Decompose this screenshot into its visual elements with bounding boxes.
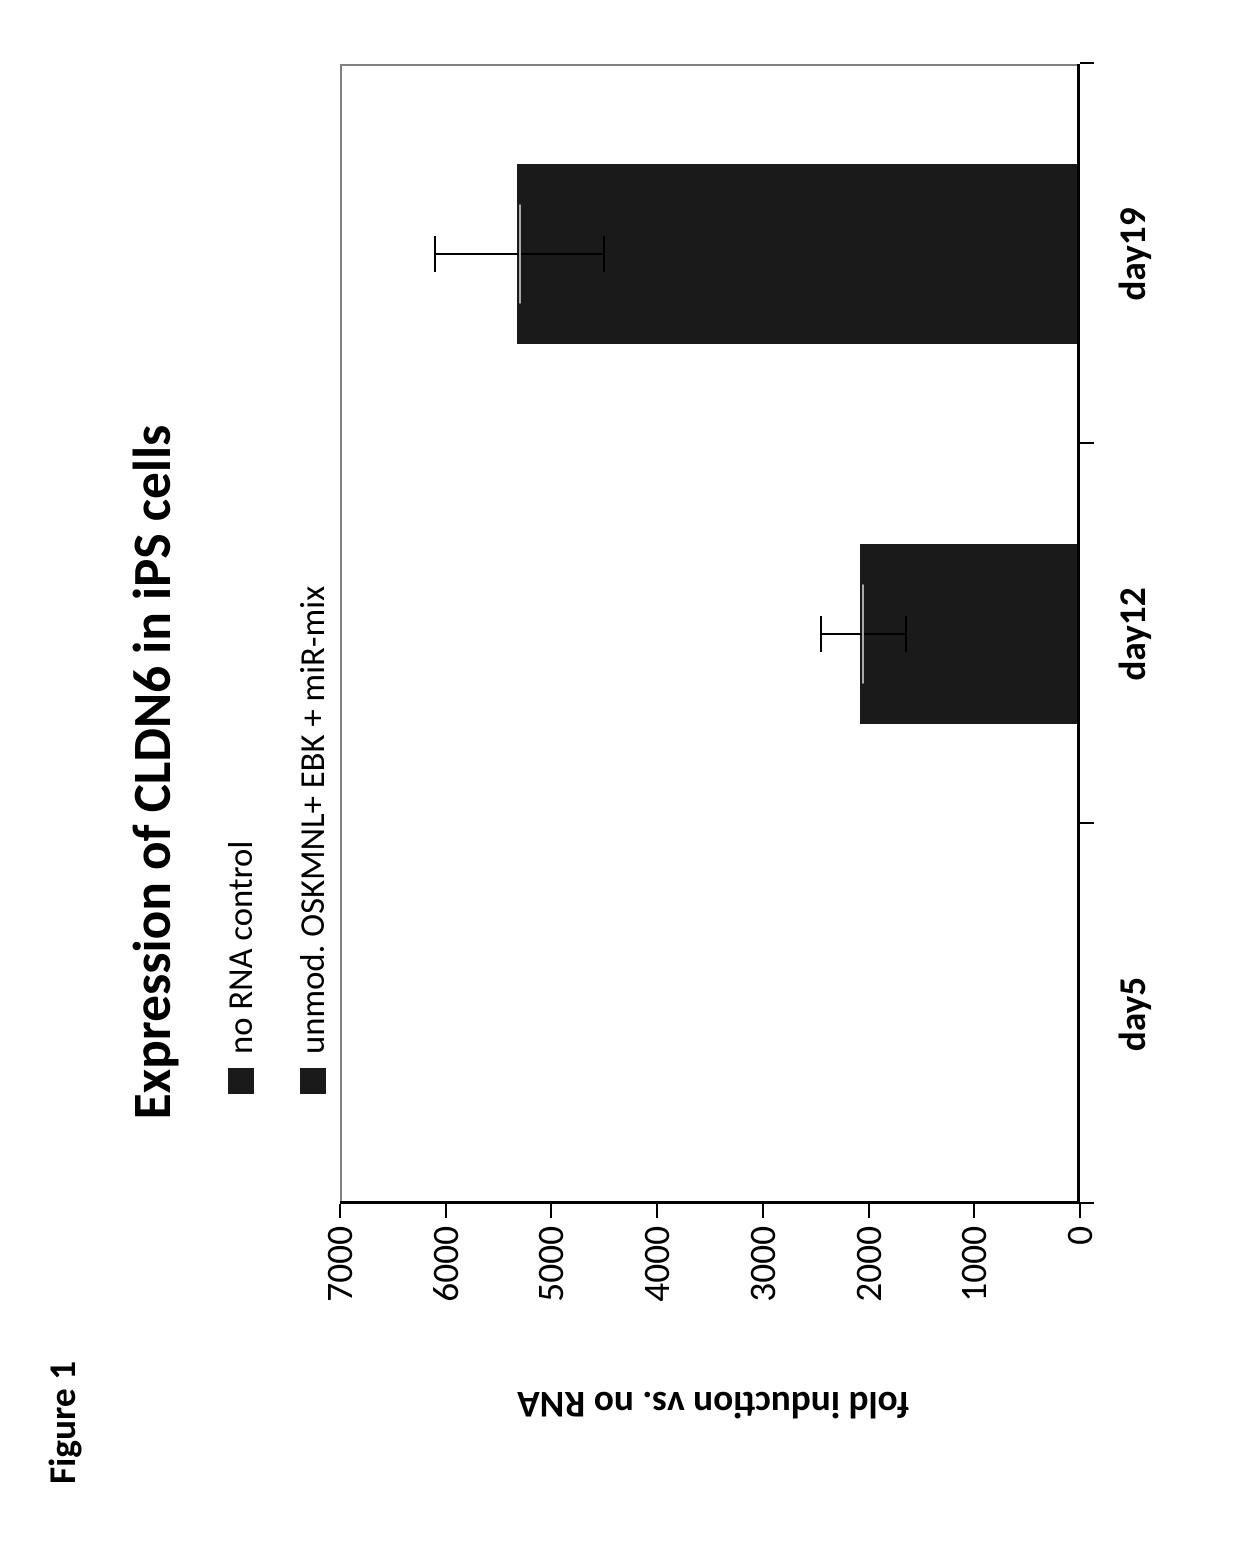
y-tick-mark xyxy=(762,1204,764,1218)
legend-swatch-icon xyxy=(228,1068,254,1094)
x-tick-mark xyxy=(1080,442,1094,444)
figure-label: Figure 1 xyxy=(40,1361,86,1484)
legend-label: no RNA control xyxy=(220,841,262,1054)
plot-area xyxy=(340,64,1080,1204)
y-tick-mark xyxy=(1079,1204,1081,1218)
y-tick-label: 1000 xyxy=(951,1226,997,1302)
error-bar-cap xyxy=(603,236,605,272)
plot-border xyxy=(340,64,1080,66)
y-tick-label: 5000 xyxy=(528,1226,574,1302)
error-bar-cap xyxy=(905,616,907,652)
y-tick-mark xyxy=(868,1204,870,1218)
y-tick-mark xyxy=(445,1204,447,1218)
x-tick-label: day12 xyxy=(1110,587,1156,680)
y-tick-label: 0 xyxy=(1057,1226,1103,1245)
legend-swatch-icon xyxy=(300,1068,326,1094)
rotated-stage: Figure 1 Expression of CLDN6 in iPS cell… xyxy=(0,0,1240,1544)
x-tick-mark xyxy=(1080,822,1094,824)
plot-border xyxy=(340,64,342,1204)
y-tick-mark xyxy=(550,1204,552,1218)
x-axis-line xyxy=(1077,64,1080,1204)
error-bar-cap xyxy=(434,236,436,272)
error-bar-inner xyxy=(519,205,521,304)
y-axis-title: fold induction vs. no RNA xyxy=(513,1381,913,1427)
y-axis-line xyxy=(340,1201,1080,1204)
error-bar-cap xyxy=(820,616,822,652)
chart-title: Expression of CLDN6 in iPS cells xyxy=(120,0,185,1544)
error-bar-inner xyxy=(862,585,864,684)
legend-item: no RNA control xyxy=(220,586,262,1094)
legend-label: unmod. OSKMNL+ EBK + miR-mix xyxy=(292,586,334,1054)
x-tick-label: day19 xyxy=(1110,207,1156,300)
y-tick-label: 6000 xyxy=(423,1226,469,1302)
y-tick-label: 2000 xyxy=(846,1226,892,1302)
legend-item: unmod. OSKMNL+ EBK + miR-mix xyxy=(292,586,334,1094)
y-tick-label: 7000 xyxy=(317,1226,363,1302)
y-tick-label: 4000 xyxy=(634,1226,680,1302)
y-tick-label: 3000 xyxy=(740,1226,786,1302)
x-tick-mark xyxy=(1080,62,1094,64)
y-tick-mark xyxy=(973,1204,975,1218)
x-tick-label: day5 xyxy=(1110,977,1156,1051)
y-tick-mark xyxy=(656,1204,658,1218)
y-tick-mark xyxy=(339,1204,341,1218)
x-tick-mark xyxy=(1080,1202,1094,1204)
